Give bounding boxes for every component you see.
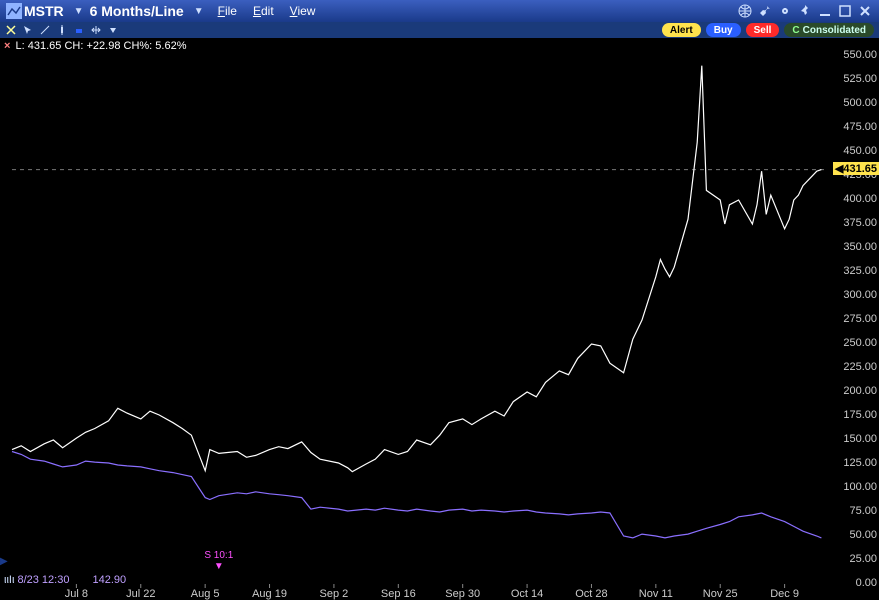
tool-down-icon[interactable] bbox=[106, 23, 120, 37]
tool-box-icon[interactable] bbox=[72, 23, 86, 37]
last-price-tag: ◀431.65 bbox=[833, 162, 879, 175]
status-line: ιιΙι 8/23 12:30 142.90 bbox=[4, 574, 126, 586]
chart-svg bbox=[0, 38, 879, 600]
menu-view[interactable]: View bbox=[290, 4, 316, 18]
timeframe-label[interactable]: 6 Months/Line bbox=[90, 3, 184, 19]
buy-button[interactable]: Buy bbox=[706, 23, 741, 37]
left-handle-icon[interactable]: ▶ bbox=[0, 556, 8, 567]
close-quote-icon[interactable]: × bbox=[4, 40, 10, 52]
quote-line: × L: 431.65 CH: +22.98 CH%: 5.62% bbox=[4, 40, 187, 52]
maximize-icon[interactable] bbox=[837, 3, 853, 19]
close-icon[interactable] bbox=[857, 3, 873, 19]
wrench-icon[interactable] bbox=[757, 3, 773, 19]
alert-button[interactable]: Alert bbox=[662, 23, 701, 37]
tool-line-icon[interactable] bbox=[38, 23, 52, 37]
ticker-dropdown-icon[interactable]: ▼ bbox=[74, 6, 84, 17]
chart-area[interactable]: × L: 431.65 CH: +22.98 CH%: 5.62% 0.0025… bbox=[0, 38, 879, 600]
bars-icon: ιιΙι bbox=[4, 574, 14, 586]
split-marker: S 10:1▼ bbox=[204, 550, 233, 572]
menu-edit[interactable]: Edit bbox=[253, 4, 274, 18]
title-bar: MSTR ▼ 6 Months/Line ▼ File Edit View bbox=[0, 0, 879, 22]
pin-icon[interactable] bbox=[797, 3, 813, 19]
toolbar: Alert Buy Sell CConsolidated bbox=[0, 22, 879, 38]
ticker-symbol[interactable]: MSTR bbox=[24, 3, 64, 19]
minimize-icon[interactable] bbox=[817, 3, 833, 19]
tool-candle-icon[interactable] bbox=[55, 23, 69, 37]
consolidated-button[interactable]: CConsolidated bbox=[784, 23, 874, 37]
sell-button[interactable]: Sell bbox=[746, 23, 780, 37]
app-icon bbox=[6, 3, 22, 19]
close-study-icon[interactable] bbox=[4, 23, 18, 37]
tool-arrows-icon[interactable] bbox=[89, 23, 103, 37]
tool-cursor-icon[interactable] bbox=[21, 23, 35, 37]
timeframe-dropdown-icon[interactable]: ▼ bbox=[194, 6, 204, 17]
menu-file[interactable]: File bbox=[218, 4, 237, 18]
link-icon[interactable] bbox=[777, 3, 793, 19]
globe-icon[interactable] bbox=[737, 3, 753, 19]
